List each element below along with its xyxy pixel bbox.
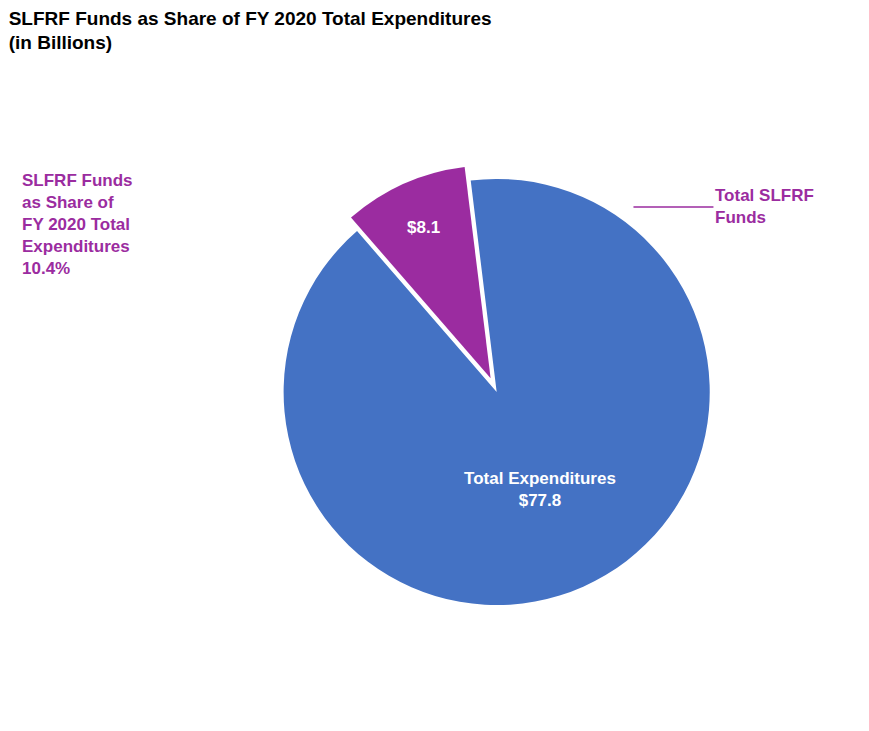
svg-text:Total Expenditures$77.8: Total Expenditures$77.8 xyxy=(464,469,616,510)
svg-text:SLFRF Fundsas Share ofFY 2020: SLFRF Fundsas Share ofFY 2020 TotalExpen… xyxy=(22,171,132,278)
svg-text:Total SLFRFFunds: Total SLFRFFunds xyxy=(715,186,814,227)
svg-text:$8.1: $8.1 xyxy=(407,218,440,237)
svg-text:SLFRF Funds as Share of FY 202: SLFRF Funds as Share of FY 2020 Total Ex… xyxy=(9,8,492,54)
